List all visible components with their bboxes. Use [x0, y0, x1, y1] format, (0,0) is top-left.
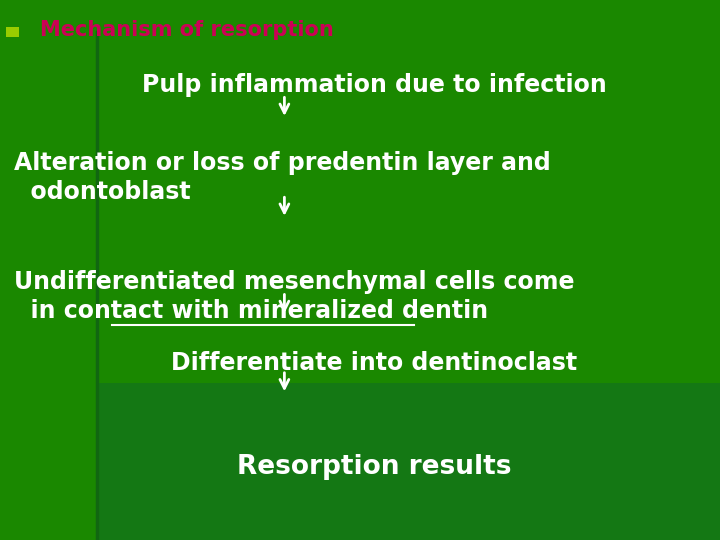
Text: Alteration or loss of predentin layer and
  odontoblast: Alteration or loss of predentin layer an…	[14, 151, 551, 204]
Text: Undifferentiated mesenchymal cells come
  in contact with mineralized dentin: Undifferentiated mesenchymal cells come …	[14, 270, 575, 323]
Text: Mechanism of resorption: Mechanism of resorption	[40, 19, 333, 40]
Text: Resorption results: Resorption results	[237, 454, 512, 480]
Bar	[97, 383, 720, 540]
Text: Differentiate into dentinoclast: Differentiate into dentinoclast	[171, 351, 577, 375]
Bar	[6, 27, 19, 37]
Text: Pulp inflammation due to infection: Pulp inflammation due to infection	[142, 73, 607, 97]
